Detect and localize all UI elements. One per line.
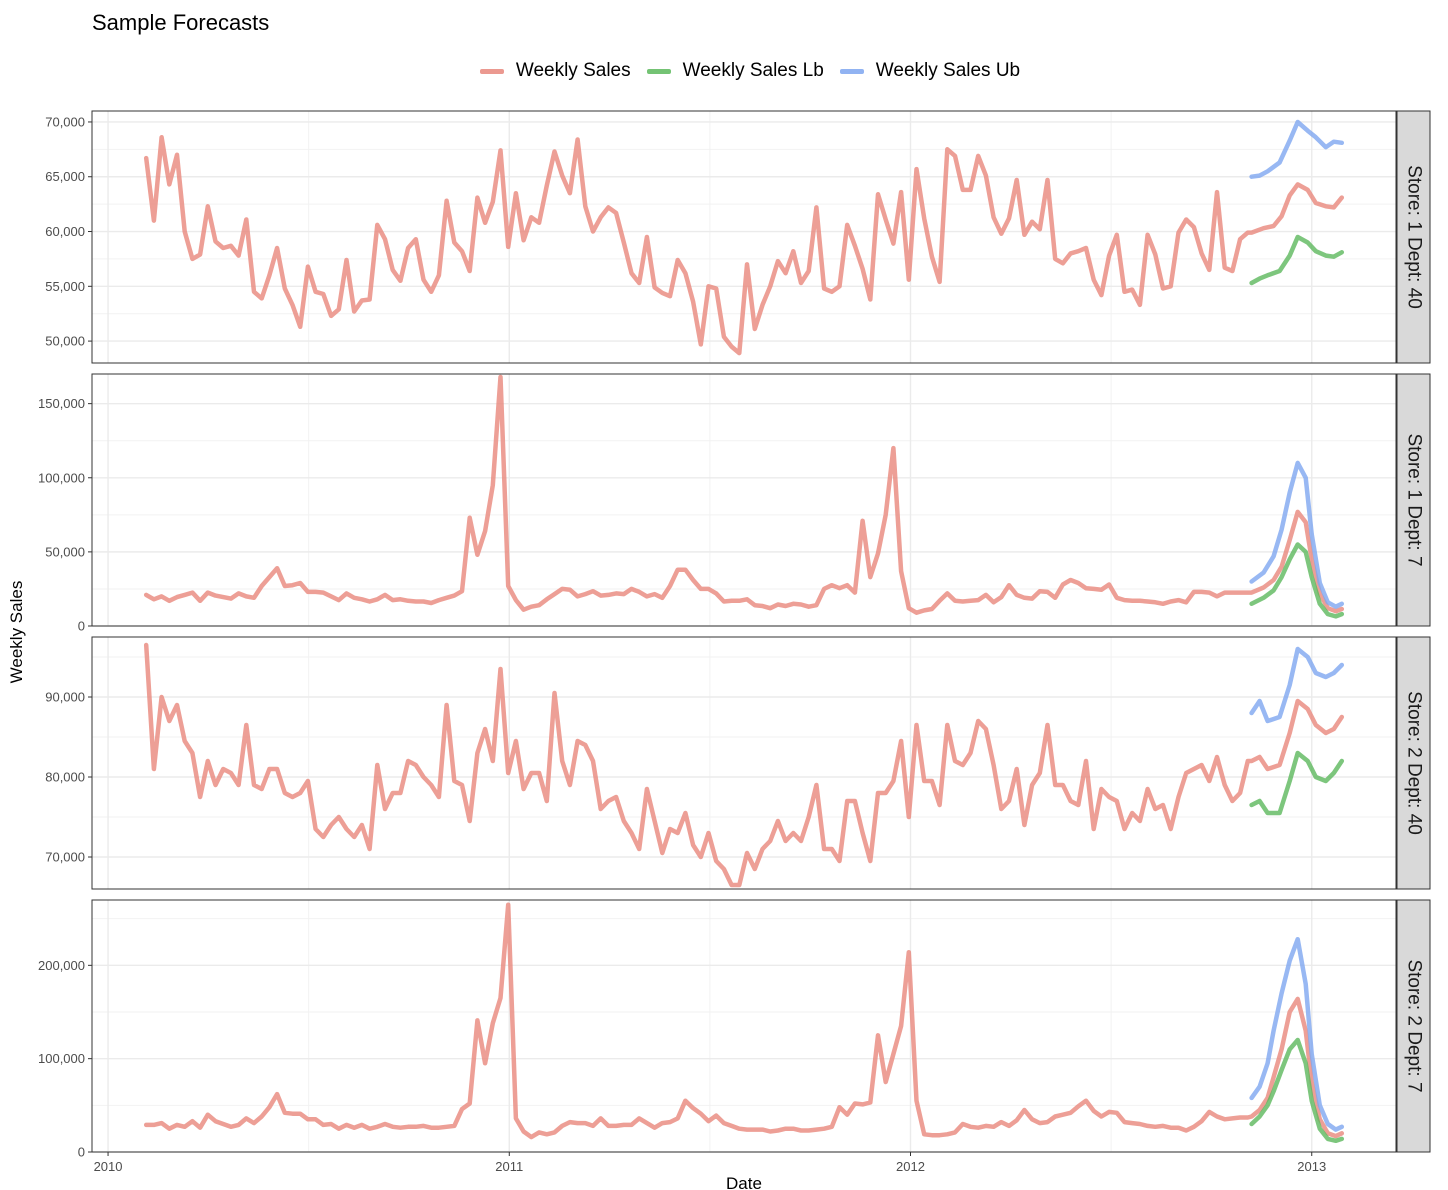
- x-axis-title: Date: [726, 1174, 762, 1190]
- series-line-weekly-sales-ub: [1249, 936, 1345, 1132]
- facet-strip: [1396, 110, 1431, 364]
- series-line-weekly-sales-lb: [1249, 234, 1345, 286]
- legend-label-weekly-sales: Weekly Sales: [515, 60, 631, 81]
- panel-border: [91, 373, 1397, 627]
- x-tick-label: 2010: [94, 1159, 123, 1174]
- y-tick-label: 100,000: [38, 1051, 85, 1066]
- y-tick-label: 90,000: [45, 690, 85, 705]
- series-line-weekly-sales: [143, 642, 1345, 888]
- series-line-weekly-sales: [143, 374, 1345, 615]
- series-line-weekly-sales-lb: [1249, 750, 1345, 816]
- facet-strip: [1396, 636, 1431, 890]
- panel-border: [91, 110, 1397, 364]
- series-line-weekly-sales-lb: [1249, 542, 1345, 619]
- facet-strip: [1396, 899, 1431, 1153]
- panel-1: 50,000 55,000 60,000 65,000 70,000 Store: 1 D…: [45, 110, 1431, 364]
- legend-key-weekly-sales: [479, 68, 504, 74]
- chart-title: Sample Forecasts: [92, 10, 270, 35]
- legend-label-weekly-sales-lb: Weekly Sales Lb: [682, 60, 824, 81]
- panel-border: [91, 899, 1397, 1153]
- facet-strip: [1396, 373, 1431, 627]
- panel-background: [92, 111, 1396, 363]
- facet-strip-label: Store: 2 Dept: 40: [1404, 691, 1425, 835]
- legend-key-weekly-sales-lb: [646, 68, 671, 74]
- y-tick-label: 70,000: [45, 114, 85, 129]
- y-tick-label: 50,000: [45, 334, 85, 349]
- y-tick-label: 150,000: [38, 396, 85, 411]
- y-tick-label: 0: [78, 1145, 85, 1160]
- y-tick-label: 55,000: [45, 279, 85, 294]
- legend-key-weekly-sales-ub: [839, 68, 864, 74]
- y-tick-label: 65,000: [45, 169, 85, 184]
- y-tick-label: 50,000: [45, 544, 85, 559]
- panel-4: 0 100,000 200,000 Store: 2 Dept: 7: [38, 899, 1431, 1160]
- legend-item-weekly-sales-lb: Weekly Sales Lb: [646, 60, 824, 82]
- facet-strip-label: Store: 1 Dept: 7: [1404, 433, 1425, 566]
- series-line-weekly-sales: [143, 902, 1345, 1140]
- x-tick-label: 2012: [896, 1159, 925, 1174]
- y-tick-label: 0: [78, 619, 85, 634]
- x-tick-label: 2013: [1297, 1159, 1326, 1174]
- series-line-weekly-sales-lb: [1249, 1037, 1345, 1144]
- y-tick-label: 100,000: [38, 470, 85, 485]
- y-tick-label: 80,000: [45, 770, 85, 785]
- facet-strip-label: Store: 2 Dept: 7: [1404, 959, 1425, 1092]
- y-tick-label: 200,000: [38, 958, 85, 973]
- panel-border: [91, 636, 1397, 890]
- series-line-weekly-sales-ub: [1249, 119, 1345, 179]
- panel-background: [92, 374, 1396, 626]
- y-axis-title: Weekly Sales: [7, 581, 26, 684]
- panel-3: 70,000 80,000 90,000 Store: 2 Dept: 40: [45, 636, 1431, 890]
- legend: Weekly Sales Weekly Sales Lb Weekly Sale…: [30, 56, 1448, 86]
- legend-item-weekly-sales: Weekly Sales: [479, 60, 631, 82]
- facet-strip-label: Store: 1 Dept: 40: [1404, 165, 1425, 309]
- y-tick-label: 60,000: [45, 224, 85, 239]
- panel-background: [92, 900, 1396, 1152]
- panel-2: 0 50,000 100,000 150,000 Store: 1 Dept: 7: [38, 373, 1431, 634]
- legend-label-weekly-sales-ub: Weekly Sales Ub: [875, 60, 1021, 81]
- series-line-weekly-sales-ub: [1249, 460, 1345, 609]
- series-line-weekly-sales: [143, 135, 1345, 356]
- y-tick-label: 70,000: [45, 850, 85, 865]
- series-line-weekly-sales-ub: [1249, 646, 1345, 724]
- x-tick-label: 2011: [495, 1159, 523, 1174]
- legend-item-weekly-sales-ub: Weekly Sales Ub: [839, 60, 1021, 82]
- panel-background: [92, 637, 1396, 889]
